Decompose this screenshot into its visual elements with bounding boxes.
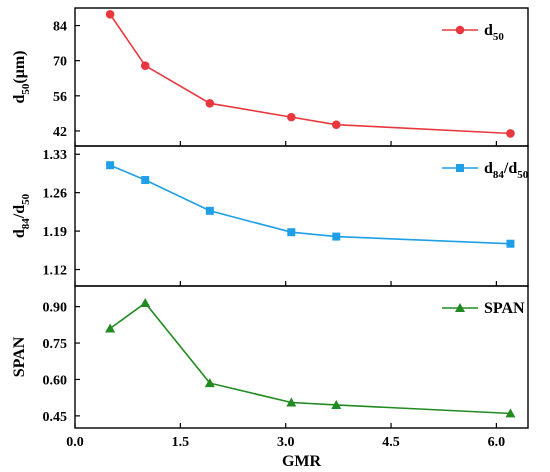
data-point: [205, 99, 215, 108]
y-tick-label: 1.33: [43, 148, 68, 163]
legend-label-subscript: 84: [493, 169, 505, 181]
x-tick-label: 0.0: [66, 435, 84, 450]
legend-label: SPAN: [484, 300, 525, 317]
y-axis-label-subscript: 50: [20, 83, 32, 95]
y-axis-label: d50(μm): [11, 51, 32, 104]
y-axis-label-main: SPAN: [11, 336, 28, 377]
legend-label: d50: [484, 22, 504, 43]
y-tick-label: 1.19: [43, 225, 68, 240]
y-tick-label: 42: [53, 125, 67, 140]
legend-label: d84/d50: [484, 160, 529, 181]
y-axis-label-main: d: [11, 229, 28, 238]
data-point: [141, 176, 150, 185]
data-point: [331, 399, 342, 409]
legend-label-subscript-2: 50: [517, 169, 529, 181]
legend-label-main: d: [484, 160, 493, 177]
legend-marker: [455, 303, 465, 312]
series-line: [109, 164, 511, 245]
y-tick-label: 0.45: [43, 410, 68, 425]
y-axis-label-tail: /d: [11, 205, 28, 219]
data-point: [287, 112, 296, 122]
legend-marker: [455, 25, 465, 35]
y-axis-label-tail: (μm): [11, 51, 28, 84]
y-tick-label: 0.75: [43, 337, 68, 352]
panel-3: 0.45 0.60 0.75 0.90 SPAN SPAN: [11, 285, 529, 429]
data-point: [505, 408, 516, 418]
legend-label-main: SPAN: [484, 300, 525, 317]
y-tick-label: 56: [53, 90, 67, 105]
legend-label-main: d: [484, 22, 493, 39]
x-tick-label: 6.0: [488, 435, 506, 450]
series-line: [109, 13, 511, 135]
x-tick-label: 4.5: [382, 435, 400, 450]
y-axis-label: SPAN: [11, 336, 28, 377]
y-tick-label: 0.60: [43, 373, 68, 388]
y-axis-label: d84/d50: [11, 193, 32, 238]
data-point: [106, 161, 115, 170]
series-line: [109, 301, 511, 415]
data-point: [286, 397, 297, 407]
y-tick-label: 0.90: [43, 301, 68, 316]
data-point: [331, 120, 341, 129]
data-point: [205, 206, 214, 215]
data-point: [140, 61, 150, 71]
y-tick-label: 70: [53, 55, 67, 70]
legend-label-subscript: 50: [493, 31, 505, 43]
y-tick-label: 1.26: [43, 187, 68, 202]
y-tick-label: 84: [53, 20, 67, 35]
y-axis-label-subscript-2: 50: [20, 193, 32, 205]
data-point: [105, 9, 115, 19]
data-point: [204, 378, 215, 388]
x-tick-label: 1.5: [172, 435, 190, 450]
y-tick-label: 1.12: [43, 264, 68, 279]
x-tick-label: 3.0: [277, 435, 295, 450]
data-point: [140, 297, 151, 307]
data-point: [105, 323, 116, 333]
data-point: [506, 129, 515, 138]
x-axis-label: GMR: [282, 453, 322, 470]
panel-3-frame: [74, 285, 529, 429]
data-point: [287, 228, 296, 237]
data-point: [506, 239, 515, 248]
y-axis-label-main: d: [11, 94, 28, 103]
y-axis-label-subscript: 84: [20, 218, 32, 230]
legend-label-tail: /d: [503, 160, 517, 177]
legend-marker: [456, 164, 464, 172]
data-point: [332, 232, 341, 241]
